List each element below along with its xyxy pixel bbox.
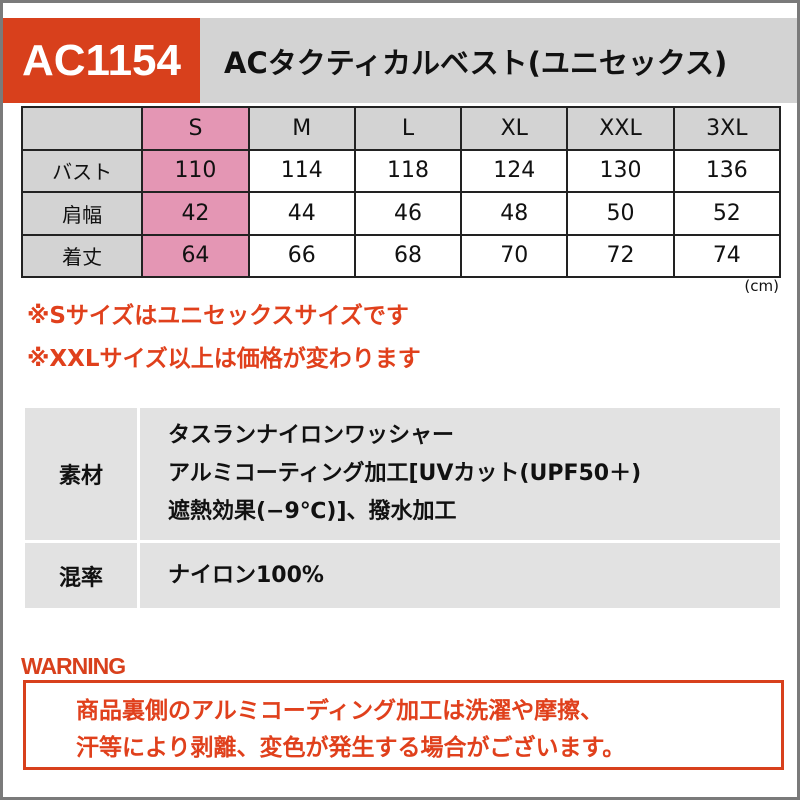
cell: 136	[672, 148, 782, 193]
cell: 114	[247, 148, 356, 193]
material-label: 素材	[25, 408, 140, 540]
cell: 110	[141, 148, 250, 193]
material-row: 素材 タスランナイロンワッシャー アルミコーティング加工[UVカット(UPF50…	[25, 408, 780, 540]
cell: 124	[460, 148, 569, 193]
blend-row: 混率 ナイロン100%	[25, 543, 780, 608]
row-label: バスト	[20, 148, 144, 193]
note-unisex: ※Sサイズはユニセックスサイズです	[27, 303, 409, 329]
cell: 50	[566, 191, 675, 236]
warning-line: 汗等により剥離、変色が発生する場合がございます。	[76, 735, 626, 761]
cell: 72	[566, 233, 675, 278]
table-row: 着丈 64 66 68 70 72 74	[20, 233, 782, 278]
material-table: 素材 タスランナイロンワッシャー アルミコーティング加工[UVカット(UPF50…	[25, 408, 780, 611]
material-line: アルミコーティング加工[UVカット(UPF50＋)	[168, 461, 642, 486]
cell: 66	[247, 233, 356, 278]
table-row: 肩幅 42 44 46 48 50 52	[20, 191, 782, 236]
cell: 74	[672, 233, 782, 278]
cell: 46	[353, 191, 463, 236]
blend-line: ナイロン100%	[168, 562, 324, 588]
material-value: タスランナイロンワッシャー アルミコーティング加工[UVカット(UPF50＋) …	[140, 408, 641, 540]
cell: 118	[353, 148, 463, 193]
cell: 68	[353, 233, 463, 278]
note-price: ※XXLサイズ以上は価格が変わります	[27, 346, 421, 372]
warning-box: 商品裏側のアルミコーディング加工は洗濯や摩擦、 汗等により剥離、変色が発生する場…	[23, 680, 784, 770]
material-line: タスランナイロンワッシャー	[168, 423, 455, 448]
warning-title: WARNING	[21, 653, 126, 679]
cell: 70	[460, 233, 569, 278]
product-title: ACタクティカルベスト(ユニセックス)	[200, 18, 797, 103]
row-label: 肩幅	[20, 191, 144, 236]
size-header-row: S M L XL XXL 3XL	[20, 106, 782, 151]
size-table: S M L XL XXL 3XL バスト 110 114 118 124 130…	[20, 106, 782, 278]
blend-value: ナイロン100%	[140, 543, 324, 608]
product-code: AC1154	[3, 18, 200, 103]
cell: 44	[247, 191, 356, 236]
material-line: 遮熱効果(−9℃)]、撥水加工	[168, 499, 457, 524]
corner-cell	[20, 106, 144, 151]
cell: 130	[566, 148, 675, 193]
cell: 64	[141, 233, 250, 278]
unit-label: (cm)	[744, 277, 779, 295]
size-header: L	[353, 106, 463, 151]
size-header: XXL	[566, 106, 675, 151]
blend-label: 混率	[25, 543, 140, 608]
cell: 52	[672, 191, 782, 236]
size-header: XL	[460, 106, 569, 151]
size-header: M	[247, 106, 356, 151]
warning-line: 商品裏側のアルミコーディング加工は洗濯や摩擦、	[76, 698, 604, 724]
row-label: 着丈	[20, 233, 144, 278]
size-header: 3XL	[672, 106, 782, 151]
table-row: バスト 110 114 118 124 130 136	[20, 148, 782, 193]
size-header: S	[141, 106, 250, 151]
cell: 48	[460, 191, 569, 236]
cell: 42	[141, 191, 250, 236]
